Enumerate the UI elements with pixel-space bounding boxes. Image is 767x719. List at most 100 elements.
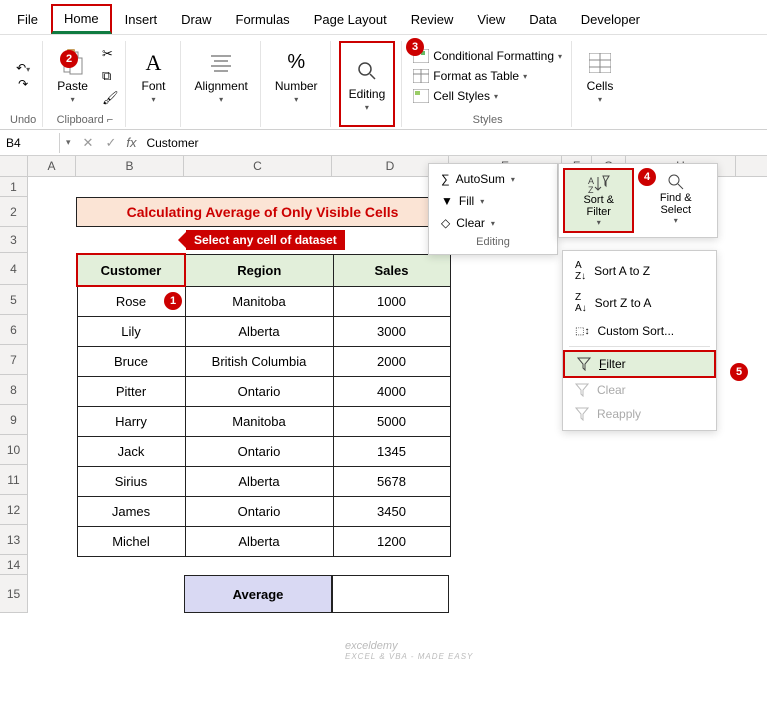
table-cell[interactable]: 2000 xyxy=(333,346,450,376)
conditional-formatting-button[interactable]: Conditional Formatting▾ xyxy=(410,47,565,65)
table-cell[interactable]: Manitoba xyxy=(185,286,333,316)
title-cell: Calculating Average of Only Visible Cell… xyxy=(76,197,449,227)
copy-icon[interactable]: ⧉ xyxy=(102,68,119,84)
menu-file[interactable]: File xyxy=(6,7,49,32)
filter-item[interactable]: FFilterilter xyxy=(563,350,716,378)
table-cell[interactable]: Alberta xyxy=(185,466,333,496)
row-header-6[interactable]: 6 xyxy=(0,315,28,345)
formula-input[interactable]: Customer xyxy=(140,133,767,153)
fx-icon[interactable]: fx xyxy=(122,135,140,150)
table-cell[interactable]: Alberta xyxy=(185,316,333,346)
editing-button[interactable]: Editing ▾ xyxy=(339,41,396,127)
number-button[interactable]: % Number ▾ xyxy=(269,41,324,111)
table-cell[interactable]: Bruce xyxy=(77,346,185,376)
chevron-down-icon: ▾ xyxy=(151,95,155,104)
name-box-dropdown[interactable]: ▾ xyxy=(60,137,77,148)
sort-filter-icon: AZ xyxy=(588,174,610,194)
header-region[interactable]: Region xyxy=(185,254,333,286)
menu-bar: FileHomeInsertDrawFormulasPage LayoutRev… xyxy=(0,0,767,35)
sort-za-item[interactable]: ZA↓Sort Z to A xyxy=(563,287,716,319)
clear-button[interactable]: ◇Clear ▾ xyxy=(433,212,553,234)
table-cell[interactable]: Harry xyxy=(77,406,185,436)
row-header-4[interactable]: 4 xyxy=(0,253,28,285)
row-header-5[interactable]: 5 xyxy=(0,285,28,315)
table-cell[interactable]: Manitoba xyxy=(185,406,333,436)
table-cell[interactable]: James xyxy=(77,496,185,526)
font-button[interactable]: A Font ▾ xyxy=(134,41,174,111)
header-customer[interactable]: Customer xyxy=(77,254,185,286)
table-cell[interactable]: Ontario xyxy=(185,436,333,466)
menu-developer[interactable]: Developer xyxy=(570,7,651,32)
cells-button[interactable]: Cells ▾ xyxy=(580,41,620,111)
menu-formulas[interactable]: Formulas xyxy=(225,7,301,32)
col-header-C[interactable]: C xyxy=(184,156,332,176)
custom-sort-item[interactable]: ⬚↕Custom Sort... xyxy=(563,319,716,343)
table-cell[interactable]: Michel xyxy=(77,526,185,556)
ribbon-group-cells: Cells ▾ xyxy=(574,41,626,127)
table-cell[interactable]: 1200 xyxy=(333,526,450,556)
menu-review[interactable]: Review xyxy=(400,7,465,32)
table-cell[interactable]: Ontario xyxy=(185,376,333,406)
menu-insert[interactable]: Insert xyxy=(114,7,169,32)
table-cell[interactable]: Jack xyxy=(77,436,185,466)
name-box[interactable]: B4 xyxy=(0,133,60,153)
svg-text:Z: Z xyxy=(588,185,594,194)
row-header-2[interactable]: 2 xyxy=(0,197,28,227)
table-cell[interactable]: 4000 xyxy=(333,376,450,406)
table-cell[interactable]: Ontario xyxy=(185,496,333,526)
formula-accept[interactable]: ✓ xyxy=(99,135,122,151)
table-cell[interactable]: 1345 xyxy=(333,436,450,466)
col-header-A[interactable]: A xyxy=(28,156,76,176)
undo-button[interactable]: ↶▾ ↷ xyxy=(10,58,36,94)
table-cell[interactable]: Alberta xyxy=(185,526,333,556)
average-value-cell[interactable] xyxy=(332,575,449,613)
step-badge-4: 4 xyxy=(638,168,656,186)
funnel-icon xyxy=(577,357,591,371)
row-header-3[interactable]: 3 xyxy=(0,227,28,253)
table-cell[interactable]: British Columbia xyxy=(185,346,333,376)
table-cell[interactable]: 3000 xyxy=(333,316,450,346)
table-cell[interactable]: 3450 xyxy=(333,496,450,526)
format-painter-icon[interactable]: 🖌 xyxy=(102,90,119,106)
row-header-13[interactable]: 13 xyxy=(0,525,28,555)
menu-draw[interactable]: Draw xyxy=(170,7,222,32)
group-caption-undo: Undo xyxy=(10,114,36,126)
row-header-15[interactable]: 15 xyxy=(0,575,28,613)
fill-button[interactable]: ▼Fill ▾ xyxy=(433,190,553,212)
row-header-11[interactable]: 11 xyxy=(0,465,28,495)
row-header-12[interactable]: 12 xyxy=(0,495,28,525)
autosum-button[interactable]: ∑AutoSum ▾ xyxy=(433,168,553,190)
average-label-cell[interactable]: Average xyxy=(184,575,332,613)
formula-cancel[interactable]: ✕ xyxy=(77,135,100,151)
col-header-B[interactable]: B xyxy=(76,156,184,176)
ribbon: ↶▾ ↷ Undo Paste ▾ ✂ ⧉ 🖌 Clipboard ⌐ A xyxy=(0,35,767,130)
row-header-10[interactable]: 10 xyxy=(0,435,28,465)
menu-home[interactable]: Home xyxy=(51,4,112,34)
row-header-7[interactable]: 7 xyxy=(0,345,28,375)
menu-page layout[interactable]: Page Layout xyxy=(303,7,398,32)
cut-icon[interactable]: ✂ xyxy=(102,46,119,62)
row-header-1[interactable]: 1 xyxy=(0,177,28,197)
select-all-corner[interactable] xyxy=(0,156,28,176)
alignment-button[interactable]: Alignment ▾ xyxy=(189,41,254,111)
sort-filter-button[interactable]: AZ Sort & Filter▾ xyxy=(563,168,634,233)
header-sales[interactable]: Sales xyxy=(333,254,450,286)
sort-za-icon: ZA↓ xyxy=(575,292,587,314)
table-cell[interactable]: Pitter xyxy=(77,376,185,406)
row-header-8[interactable]: 8 xyxy=(0,375,28,405)
menu-data[interactable]: Data xyxy=(518,7,567,32)
eraser-icon: ◇ xyxy=(441,216,450,230)
table-cell[interactable]: 5000 xyxy=(333,406,450,436)
cell-styles-button[interactable]: Cell Styles▾ xyxy=(410,87,565,105)
menu-view[interactable]: View xyxy=(466,7,516,32)
chevron-down-icon: ▾ xyxy=(365,103,369,112)
sort-az-item[interactable]: AZ↓Sort A to Z xyxy=(563,255,716,287)
row-header-14[interactable]: 14 xyxy=(0,555,28,575)
row-header-9[interactable]: 9 xyxy=(0,405,28,435)
format-as-table-button[interactable]: Format as Table▾ xyxy=(410,67,565,85)
table-cell[interactable]: 5678 xyxy=(333,466,450,496)
table-cell[interactable]: 1000 xyxy=(333,286,450,316)
table-cell[interactable]: Sirius xyxy=(77,466,185,496)
editing-caption: Editing xyxy=(433,234,553,250)
table-cell[interactable]: Lily xyxy=(77,316,185,346)
